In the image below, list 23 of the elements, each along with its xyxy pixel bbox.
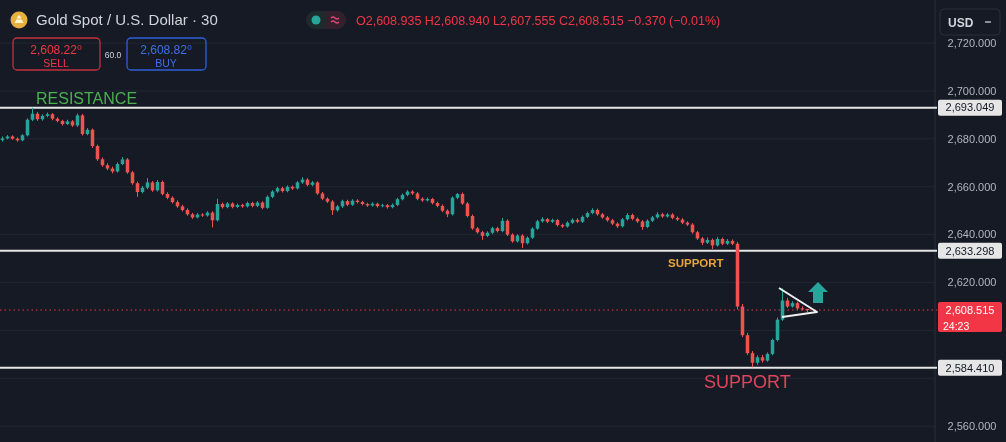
annotation: 60.0 xyxy=(104,50,122,60)
text: USD xyxy=(948,16,974,30)
text: 24:23 xyxy=(943,319,970,332)
ref-line-label: 2,608.515 xyxy=(945,303,995,316)
ref-line-label: 2,693.049 xyxy=(945,101,995,114)
annotation: BUY xyxy=(155,57,177,69)
y-tick-label: 2,700.000 xyxy=(947,84,997,97)
ref-line-label: 2,584.410 xyxy=(945,361,995,374)
ref-line-label: 2,633.298 xyxy=(945,244,995,257)
annotation: 2,608.22⁰ xyxy=(30,43,82,57)
text: Gold Spot / U.S. Dollar · 30 xyxy=(36,11,218,28)
y-tick-label: 2,640.000 xyxy=(947,228,997,241)
y-tick-label: 2,560.000 xyxy=(947,420,997,433)
y-tick-label: 2,660.000 xyxy=(947,180,997,193)
text: O2,608.935 H2,608.940 L2,607.555 C2,608.515 −0.370 (−0.01%) xyxy=(356,14,721,28)
y-tick-label: 2,620.000 xyxy=(947,276,997,289)
annotation: SUPPORT xyxy=(704,371,791,392)
annotation: SUPPORT xyxy=(668,256,724,269)
annotation: SELL xyxy=(43,57,69,69)
annotation: 2,608.82⁰ xyxy=(140,43,192,57)
annotation: RESISTANCE xyxy=(36,89,138,107)
y-tick-label: 2,680.000 xyxy=(947,132,997,145)
y-tick-label: 2,720.000 xyxy=(947,36,997,49)
